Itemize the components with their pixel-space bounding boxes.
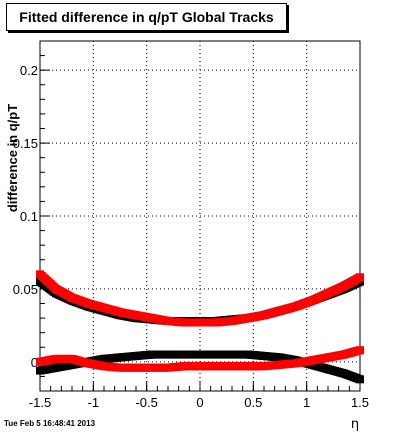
y-tick-label: 0.15 [13,136,38,151]
data-point [356,375,364,384]
series-4 [36,346,364,372]
series-2 [36,270,364,327]
data-point [356,346,364,355]
x-tick-label: 0.5 [244,395,262,410]
x-tick-label: 1.5 [351,395,369,410]
x-tick-label: 1 [303,395,310,410]
x-tick-label: -1 [88,395,100,410]
data-point [356,273,364,282]
x-tick-label: -1.5 [29,395,51,410]
y-tick-label: 0 [31,355,38,370]
y-tick-label: 0.2 [20,63,38,78]
y-axis-label: difference in q/pT [5,104,20,212]
chart-title: Fitted difference in q/pT Global Tracks [6,3,287,31]
y-tick-label: 0.05 [13,282,38,297]
data-series [36,270,364,384]
x-tick-label: -0.5 [135,395,157,410]
timestamp-label: Tue Feb 5 16:48:41 2013 [4,419,96,428]
x-axis-label: η [351,417,359,432]
tick-labels: -1.5 -1 -0.5 0 0.5 1 1.5 0 0.05 0.1 0.15 0.2 [13,63,369,410]
grid-lines [40,41,360,391]
axis-ticks [39,40,361,392]
x-tick-label: 0 [196,395,203,410]
y-tick-label: 0.1 [20,209,38,224]
